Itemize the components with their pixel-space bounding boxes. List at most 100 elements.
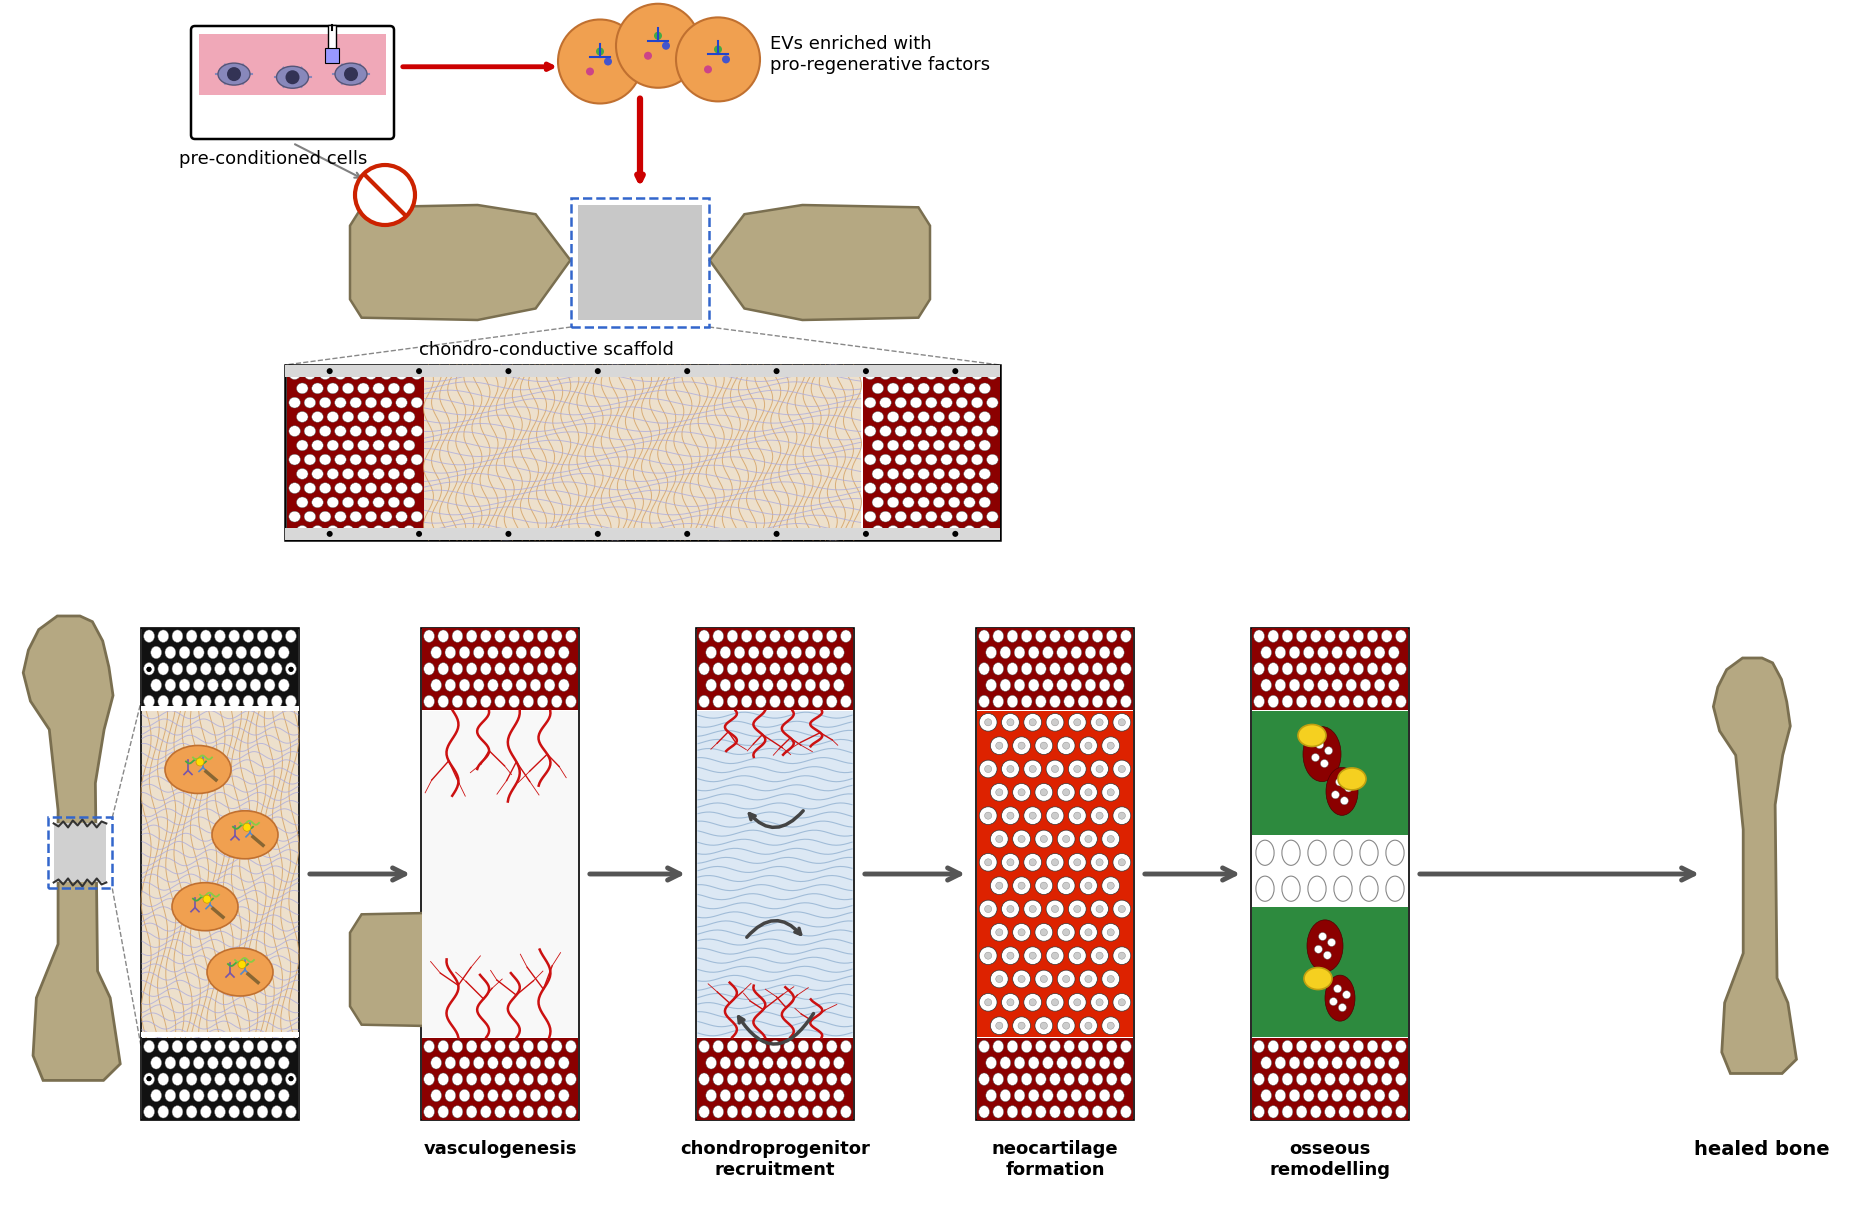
Ellipse shape bbox=[1049, 1105, 1061, 1119]
Ellipse shape bbox=[1040, 882, 1048, 890]
Ellipse shape bbox=[272, 695, 281, 707]
Ellipse shape bbox=[1297, 724, 1325, 747]
Ellipse shape bbox=[410, 483, 423, 494]
Ellipse shape bbox=[699, 663, 710, 675]
Ellipse shape bbox=[1077, 1040, 1089, 1052]
Ellipse shape bbox=[1282, 1040, 1294, 1052]
Ellipse shape bbox=[207, 1057, 218, 1069]
Ellipse shape bbox=[1346, 1057, 1357, 1069]
Ellipse shape bbox=[1021, 695, 1033, 707]
Ellipse shape bbox=[1113, 1089, 1124, 1101]
Ellipse shape bbox=[552, 1073, 563, 1085]
Ellipse shape bbox=[934, 383, 945, 394]
Circle shape bbox=[147, 1077, 151, 1082]
Ellipse shape bbox=[1118, 859, 1126, 866]
Ellipse shape bbox=[1254, 630, 1264, 642]
Circle shape bbox=[1329, 998, 1338, 1005]
Ellipse shape bbox=[762, 1089, 774, 1101]
Ellipse shape bbox=[365, 368, 377, 379]
Ellipse shape bbox=[895, 368, 906, 379]
Ellipse shape bbox=[1107, 788, 1115, 796]
Ellipse shape bbox=[798, 1040, 809, 1052]
Ellipse shape bbox=[1361, 1089, 1370, 1101]
Ellipse shape bbox=[1040, 742, 1048, 749]
Ellipse shape bbox=[466, 630, 477, 642]
Ellipse shape bbox=[1085, 1057, 1096, 1069]
Ellipse shape bbox=[481, 1105, 492, 1119]
Ellipse shape bbox=[544, 1089, 555, 1101]
Ellipse shape bbox=[171, 663, 183, 675]
Ellipse shape bbox=[237, 1089, 246, 1101]
Ellipse shape bbox=[151, 679, 162, 691]
Ellipse shape bbox=[537, 1040, 548, 1052]
Ellipse shape bbox=[186, 695, 198, 707]
Ellipse shape bbox=[934, 526, 945, 536]
Ellipse shape bbox=[194, 679, 205, 691]
Ellipse shape bbox=[999, 1057, 1010, 1069]
Ellipse shape bbox=[986, 368, 997, 379]
Ellipse shape bbox=[833, 1089, 844, 1101]
Ellipse shape bbox=[410, 511, 423, 522]
Ellipse shape bbox=[403, 468, 416, 479]
Ellipse shape bbox=[1282, 840, 1299, 865]
Ellipse shape bbox=[1366, 1073, 1377, 1085]
Ellipse shape bbox=[1079, 784, 1098, 801]
Bar bbox=[142, 706, 298, 711]
Ellipse shape bbox=[770, 1073, 781, 1085]
Ellipse shape bbox=[1268, 630, 1279, 642]
Ellipse shape bbox=[218, 63, 250, 85]
Ellipse shape bbox=[1268, 695, 1279, 707]
Ellipse shape bbox=[762, 1057, 774, 1069]
Ellipse shape bbox=[453, 663, 462, 675]
Ellipse shape bbox=[1303, 727, 1340, 781]
Ellipse shape bbox=[1381, 663, 1392, 675]
Ellipse shape bbox=[466, 663, 477, 675]
Ellipse shape bbox=[151, 1089, 162, 1101]
Ellipse shape bbox=[481, 630, 492, 642]
Ellipse shape bbox=[770, 1040, 781, 1052]
Ellipse shape bbox=[895, 483, 906, 494]
Ellipse shape bbox=[373, 411, 384, 423]
Ellipse shape bbox=[813, 695, 822, 707]
Ellipse shape bbox=[964, 383, 975, 394]
Ellipse shape bbox=[1085, 742, 1092, 749]
Ellipse shape bbox=[296, 526, 308, 536]
Ellipse shape bbox=[373, 440, 384, 451]
Ellipse shape bbox=[250, 679, 261, 691]
Ellipse shape bbox=[171, 1073, 183, 1085]
Ellipse shape bbox=[742, 1105, 751, 1119]
Ellipse shape bbox=[872, 496, 884, 508]
Ellipse shape bbox=[1018, 882, 1025, 890]
Ellipse shape bbox=[304, 397, 315, 408]
Ellipse shape bbox=[481, 663, 492, 675]
Ellipse shape bbox=[986, 511, 997, 522]
Ellipse shape bbox=[445, 679, 457, 691]
Text: chondro-conductive scaffold: chondro-conductive scaffold bbox=[419, 341, 675, 359]
Ellipse shape bbox=[777, 647, 787, 659]
Ellipse shape bbox=[365, 483, 377, 494]
Ellipse shape bbox=[1007, 1105, 1018, 1119]
Ellipse shape bbox=[1079, 924, 1098, 941]
Ellipse shape bbox=[1090, 901, 1109, 918]
Ellipse shape bbox=[934, 496, 945, 508]
Ellipse shape bbox=[872, 411, 884, 423]
Ellipse shape bbox=[902, 411, 913, 423]
Circle shape bbox=[654, 32, 662, 39]
Ellipse shape bbox=[171, 695, 183, 707]
Ellipse shape bbox=[565, 1105, 576, 1119]
Circle shape bbox=[863, 368, 869, 375]
Ellipse shape bbox=[1023, 807, 1042, 824]
Ellipse shape bbox=[158, 695, 168, 707]
Ellipse shape bbox=[179, 1057, 190, 1069]
Ellipse shape bbox=[242, 630, 254, 642]
Ellipse shape bbox=[272, 1040, 281, 1052]
Ellipse shape bbox=[798, 663, 809, 675]
Ellipse shape bbox=[179, 1089, 190, 1101]
Ellipse shape bbox=[1029, 647, 1038, 659]
Ellipse shape bbox=[1046, 993, 1064, 1011]
Ellipse shape bbox=[902, 440, 913, 451]
Ellipse shape bbox=[1035, 924, 1053, 941]
Ellipse shape bbox=[790, 1057, 802, 1069]
Ellipse shape bbox=[1381, 1040, 1392, 1052]
Ellipse shape bbox=[820, 679, 829, 691]
